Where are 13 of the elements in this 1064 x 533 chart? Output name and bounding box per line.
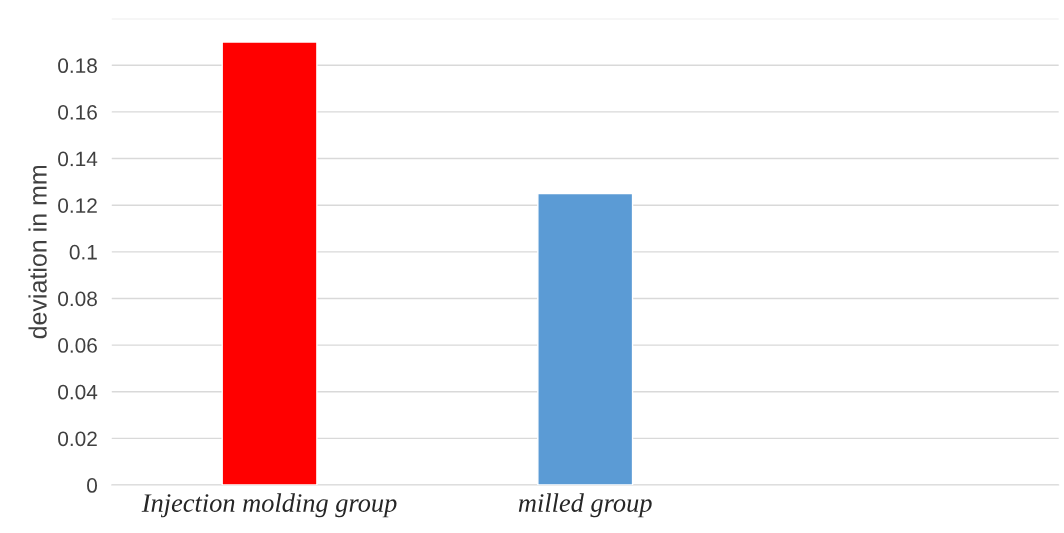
y-tick-label: 0.04 xyxy=(58,384,98,400)
y-tick-label: 0 xyxy=(87,478,98,493)
y-axis-title: deviation in mm xyxy=(28,165,47,339)
y-tick-label: 0.12 xyxy=(58,198,97,213)
y-tick-label: 0.1 xyxy=(69,244,97,260)
x-tick-label: milled group xyxy=(518,493,652,518)
y-tick-label: 0.06 xyxy=(58,338,97,353)
y-tick-label: 0.08 xyxy=(58,291,97,307)
x-tick-label: Injection molding group xyxy=(141,493,397,518)
y-tick-label: 0.14 xyxy=(58,151,98,167)
y-tick-label: 0.18 xyxy=(58,58,97,74)
y-tick-label: 0.16 xyxy=(58,104,97,120)
y-tick-label: 0.02 xyxy=(58,431,97,447)
